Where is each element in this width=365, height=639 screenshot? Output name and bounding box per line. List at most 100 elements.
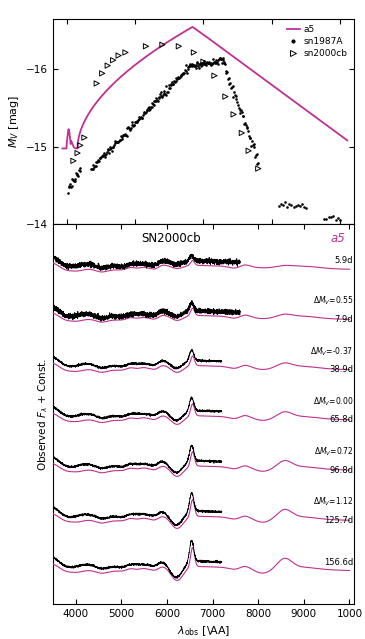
Point: [196, 63, 201, 73]
Point: [333, 215, 339, 225]
Point: [239, 128, 245, 138]
Point: [176, 73, 182, 84]
Point: [91, 162, 97, 173]
Point: [178, 70, 184, 80]
Point: [121, 130, 127, 141]
Point: [123, 130, 129, 141]
Point: [165, 87, 171, 97]
Point: [137, 113, 143, 123]
Point: [220, 53, 226, 63]
Point: [146, 102, 152, 112]
Point: [147, 104, 153, 114]
Point: [240, 111, 246, 121]
Point: [97, 153, 103, 164]
Point: [160, 89, 166, 100]
Point: [103, 152, 108, 162]
Point: [153, 96, 159, 106]
Point: [185, 62, 191, 72]
Text: 125.7d: 125.7d: [324, 516, 353, 525]
Text: 65.8d: 65.8d: [329, 415, 353, 424]
Point: [255, 157, 261, 167]
Point: [217, 53, 223, 63]
Point: [66, 181, 72, 191]
Point: [209, 58, 215, 68]
Point: [139, 113, 145, 123]
Point: [191, 61, 196, 71]
Point: [171, 75, 177, 86]
Point: [220, 54, 226, 65]
X-axis label: Days since explosion: Days since explosion: [145, 245, 262, 255]
Point: [198, 58, 204, 68]
Point: [94, 79, 100, 89]
Point: [184, 68, 190, 78]
Point: [295, 201, 301, 211]
Point: [235, 100, 241, 110]
Point: [149, 102, 154, 112]
Point: [144, 105, 150, 115]
Point: [201, 56, 207, 66]
Point: [182, 65, 188, 75]
Point: [143, 41, 149, 51]
Point: [288, 200, 294, 210]
Point: [70, 156, 76, 166]
Point: [189, 59, 195, 69]
Point: [251, 139, 257, 149]
Point: [106, 148, 112, 158]
Point: [201, 57, 207, 67]
Point: [119, 134, 125, 144]
Point: [207, 59, 213, 69]
Point: [227, 79, 233, 89]
Point: [65, 187, 71, 197]
Point: [146, 105, 151, 115]
Point: [176, 41, 182, 51]
Point: [248, 141, 254, 151]
Point: [229, 82, 235, 92]
Point: [250, 140, 256, 150]
Point: [131, 119, 137, 130]
Text: 156.6d: 156.6d: [324, 558, 353, 567]
Point: [76, 165, 82, 175]
Point: [238, 105, 244, 115]
Point: [97, 153, 103, 164]
Point: [128, 123, 134, 133]
Point: [284, 201, 290, 212]
Point: [160, 40, 165, 50]
Point: [246, 131, 252, 141]
Text: 5.9d: 5.9d: [335, 256, 353, 265]
Text: $\Delta M_V$=-0.37: $\Delta M_V$=-0.37: [310, 345, 353, 358]
Point: [158, 91, 164, 101]
Point: [193, 63, 199, 73]
Point: [221, 58, 227, 68]
Point: [134, 116, 139, 127]
Point: [244, 123, 250, 134]
Point: [75, 171, 81, 181]
Point: [161, 86, 167, 96]
Point: [162, 89, 168, 99]
Point: [166, 83, 172, 93]
Text: 7.9d: 7.9d: [334, 315, 353, 324]
Point: [92, 161, 98, 171]
Point: [151, 96, 157, 106]
Point: [330, 211, 336, 221]
Point: [293, 201, 299, 211]
Point: [198, 61, 204, 71]
Point: [216, 54, 222, 64]
Point: [72, 176, 78, 186]
Point: [221, 56, 227, 66]
Point: [156, 93, 162, 104]
Point: [222, 59, 228, 69]
Point: [94, 157, 100, 167]
Point: [188, 59, 194, 70]
Point: [74, 148, 80, 158]
Point: [93, 161, 99, 171]
Point: [167, 83, 173, 93]
Point: [127, 124, 132, 134]
Point: [98, 152, 104, 162]
Point: [227, 78, 233, 88]
Point: [125, 122, 131, 132]
Point: [142, 107, 147, 117]
Point: [176, 72, 181, 82]
Point: [93, 157, 99, 167]
Text: a5: a5: [330, 232, 345, 245]
Text: 96.8d: 96.8d: [329, 466, 353, 475]
